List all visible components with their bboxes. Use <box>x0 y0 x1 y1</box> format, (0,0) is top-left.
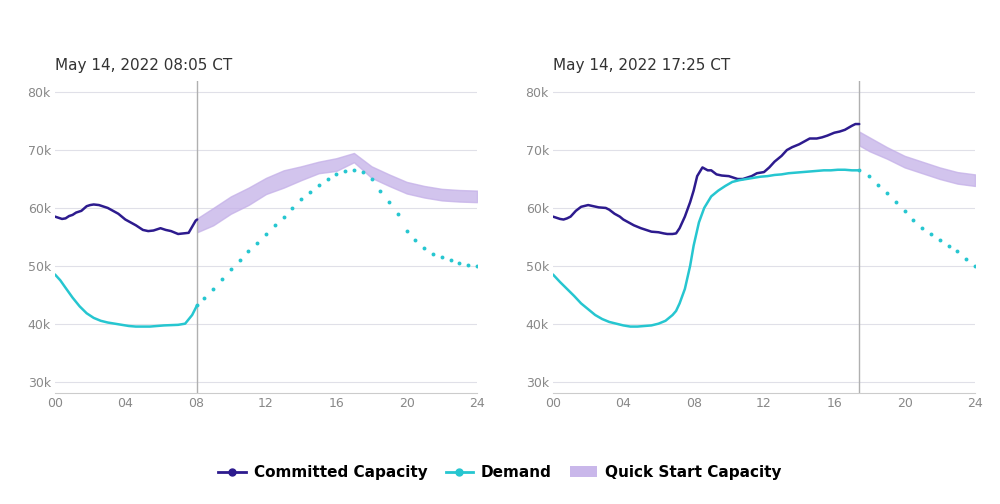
Text: May 14, 2022 17:25 CT: May 14, 2022 17:25 CT <box>553 57 730 73</box>
Text: May 14, 2022 08:05 CT: May 14, 2022 08:05 CT <box>55 57 232 73</box>
Legend: Committed Capacity, Demand, Quick Start Capacity: Committed Capacity, Demand, Quick Start … <box>212 459 788 486</box>
